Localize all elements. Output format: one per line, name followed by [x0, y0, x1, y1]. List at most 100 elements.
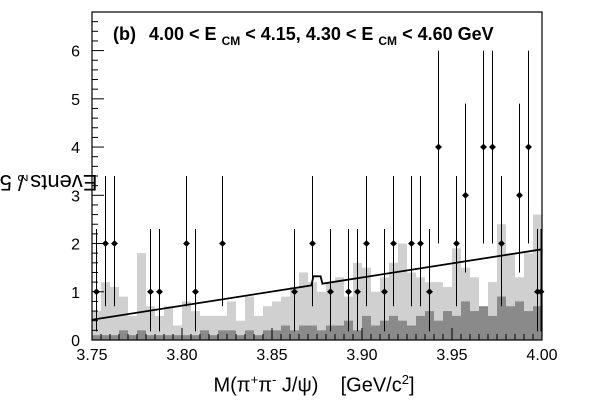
data-point	[183, 240, 190, 247]
dark-histogram-bar	[272, 330, 281, 340]
data-point	[534, 288, 541, 296]
data-point	[192, 288, 199, 296]
dark-histogram-bar	[371, 325, 380, 340]
dark-histogram-bar	[497, 296, 506, 340]
x-tick-label: 3.85	[256, 347, 287, 364]
data-point	[309, 240, 316, 247]
x-label-jpsi: J/ψ) [GeV/c	[276, 374, 402, 397]
x-tick-label: 3.80	[166, 347, 197, 364]
light-histogram-bar	[524, 253, 533, 340]
dark-histogram-bar	[236, 335, 245, 340]
x-label-m: M(π	[213, 374, 251, 397]
dark-histogram-bar	[137, 330, 146, 340]
light-histogram-bar	[173, 325, 182, 340]
dark-histogram-bar	[335, 325, 344, 340]
y-tick-label: 2	[71, 237, 80, 254]
dark-histogram-bar	[245, 330, 254, 340]
data-point	[147, 288, 154, 296]
data-point	[516, 191, 523, 199]
x-label-end: ]	[408, 374, 415, 397]
dark-histogram-bar	[209, 335, 218, 340]
light-histogram-bar	[335, 277, 344, 340]
light-histogram-bar	[245, 296, 254, 340]
light-histogram-bar	[200, 315, 209, 340]
title-part-2: < 4.15, 4.30 < E	[245, 24, 373, 44]
light-histogram-bar	[182, 301, 191, 340]
data-point	[291, 288, 298, 296]
light-histogram-bar	[236, 320, 245, 340]
fit-curve	[91, 248, 543, 321]
panel-label: (b)	[113, 24, 136, 44]
y-tick-label: 3	[71, 188, 80, 205]
data-point	[381, 288, 388, 296]
data-point	[537, 288, 545, 296]
data-point	[489, 143, 496, 151]
light-histogram-bar	[254, 315, 263, 340]
light-histogram-bar	[218, 315, 227, 340]
dark-histogram-bar	[470, 311, 479, 340]
data-point	[435, 143, 442, 151]
dark-histogram-bar	[281, 325, 290, 340]
data-point	[417, 240, 424, 247]
dark-histogram-bar	[515, 301, 524, 340]
dark-histogram-bar	[173, 335, 182, 340]
dark-histogram-bar	[524, 311, 533, 340]
data-point	[426, 288, 433, 296]
dark-histogram-bar	[128, 335, 137, 340]
data-point	[498, 240, 505, 247]
title-sub-2: CM	[378, 34, 397, 48]
data-point	[408, 240, 415, 247]
x-label-sup-2: 2	[401, 372, 409, 387]
dark-histogram-bar	[362, 315, 371, 340]
light-histogram-bar	[227, 301, 236, 340]
x-label-sup-minus: -	[272, 372, 277, 387]
light-histogram-bar	[137, 253, 146, 340]
x-label-sup-plus: +	[250, 372, 259, 387]
dark-histogram-bar	[407, 325, 416, 340]
x-axis-label: M(π+π- J/ψ) [GeV/c2]	[0, 372, 598, 398]
dark-histogram-bar	[101, 335, 110, 340]
dark-histogram-bar	[290, 330, 299, 340]
data-point	[354, 288, 361, 296]
data-point	[102, 240, 109, 247]
dark-histogram-bar	[461, 301, 470, 340]
light-histogram-bar	[470, 277, 479, 340]
dark-histogram-bar	[155, 335, 164, 340]
data-point	[453, 240, 460, 247]
dark-histogram-bar	[389, 315, 398, 340]
light-histogram-bar	[308, 282, 317, 340]
dark-histogram-bar	[479, 306, 488, 340]
dark-histogram-bar	[200, 330, 209, 340]
light-histogram-bar	[281, 296, 290, 340]
light-histogram-bar	[371, 291, 380, 340]
title-sub-1: CM	[222, 34, 241, 48]
x-tick-label: 3.95	[436, 347, 467, 364]
chart-title: (b) 4.00 < E CM < 4.15, 4.30 < E CM < 4.…	[113, 24, 494, 49]
data-point	[327, 288, 334, 296]
data-point	[345, 288, 352, 296]
dark-histogram-bar	[182, 335, 191, 340]
y-tick-label: 6	[71, 44, 80, 61]
dark-histogram-bar	[308, 325, 317, 340]
light-histogram-bar	[416, 277, 425, 340]
tick-labels: 3.75 3.80 3.85 3.90 3.95 4.00 0 1 2 3 4 5 6	[71, 44, 558, 364]
dark-histogram-bar	[317, 330, 326, 340]
dark-histogram-bar	[263, 330, 272, 340]
x-tick-label: 4.00	[526, 347, 557, 364]
data-point	[480, 143, 487, 151]
dark-histogram-bar	[110, 335, 119, 340]
light-histogram-bar	[434, 282, 443, 340]
data-point	[219, 240, 226, 247]
dark-histogram-bar	[353, 330, 362, 340]
light-histogram-bar	[272, 301, 281, 340]
data-points	[93, 50, 545, 332]
data-point	[462, 191, 469, 199]
light-histogram-bar	[110, 286, 119, 340]
dark-histogram-bar	[299, 325, 308, 340]
title-part-3: < 4.60 GeV	[402, 24, 494, 44]
light-histogram-bar	[101, 282, 110, 340]
dark-histogram-bar	[434, 320, 443, 340]
dark-histogram-bar	[218, 330, 227, 340]
light-histogram-bar	[398, 243, 407, 340]
